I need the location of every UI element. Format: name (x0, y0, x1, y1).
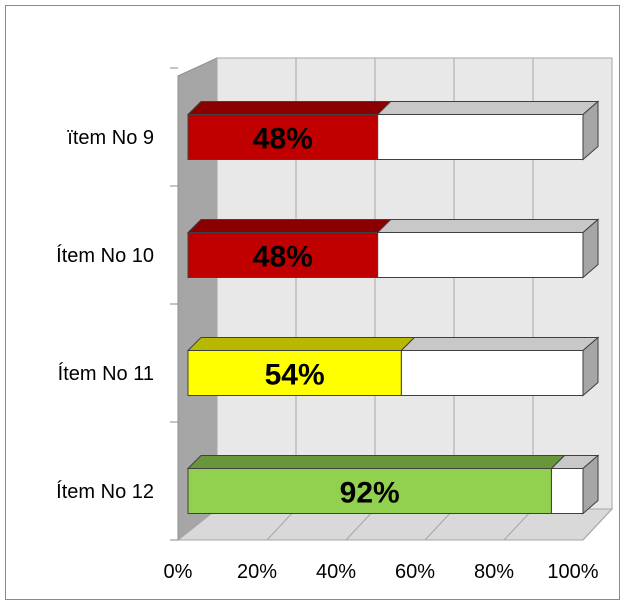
bar-remainder (377, 114, 584, 160)
bar-top (186, 219, 392, 233)
category-label: Ítem No 10 (56, 244, 154, 267)
x-tick-label: 100% (547, 561, 598, 583)
floor-gridline (345, 508, 376, 541)
floor-gridline (582, 508, 613, 541)
category-label: Ítem No 12 (56, 480, 154, 503)
data-label: 48% (253, 241, 313, 274)
bar-remainder (550, 468, 584, 514)
bar-remainder-top (376, 219, 600, 233)
bar (187, 232, 379, 278)
floor-gridline (266, 508, 297, 541)
x-tick-label: 60% (395, 561, 435, 583)
bar-remainder-top (400, 337, 600, 351)
category-label: Ítem No 11 (58, 362, 154, 385)
data-label: 54% (265, 359, 325, 392)
bar (187, 468, 552, 514)
x-tick-label: 40% (316, 561, 356, 583)
bar-remainder (377, 232, 584, 278)
floor-gridline (424, 508, 455, 541)
x-tick-label: 0% (164, 561, 193, 583)
floor-gridline (503, 508, 534, 541)
bar (187, 114, 379, 160)
floor-gridline (177, 508, 218, 541)
bar (187, 350, 402, 396)
bar-remainder (400, 350, 584, 396)
data-label: 92% (340, 477, 400, 510)
bar-remainder-top (376, 101, 600, 115)
data-label: 48% (253, 123, 313, 156)
x-tick-label: 20% (237, 561, 277, 583)
category-label: ïtem No 9 (67, 127, 154, 149)
bar-top (186, 101, 392, 115)
bar-top (186, 337, 416, 351)
x-tick-label: 80% (474, 561, 514, 583)
bar-top (186, 455, 566, 469)
